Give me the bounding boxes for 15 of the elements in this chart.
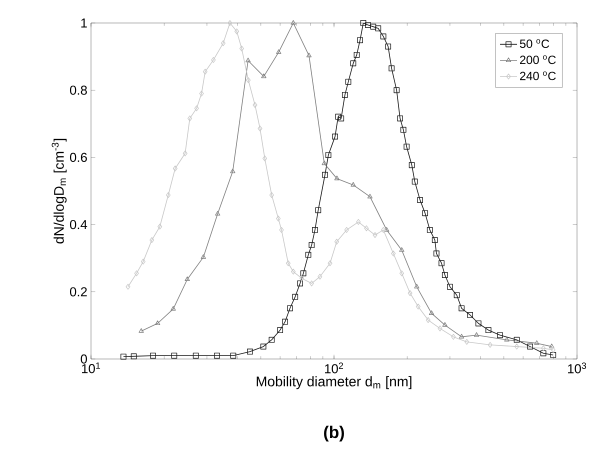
x-axis-title: Mobility diameter d$_{m}$ [nm]: [256, 376, 412, 390]
y-axis-title: dN/dlogD$_{m}$ [cm$^{-3}$]: [52, 138, 67, 244]
y-tick-label: 0.2: [70, 287, 87, 296]
y-tick-label: 0.6: [70, 152, 87, 162]
legend-label: 200 $^{o}$C: [520, 55, 556, 64]
x-tick-label: 10$^{3}$: [568, 362, 586, 374]
x-tick-label: 10$^{1}$: [82, 362, 100, 374]
legend-label: 240 $^{o}$C: [520, 71, 556, 80]
legend-label: 50 $^{o}$C: [520, 39, 550, 48]
text: (b): [324, 426, 344, 442]
y-tick-label: 0: [80, 354, 87, 364]
y-tick-label: 1: [81, 18, 87, 28]
y-tick-label: 0.4: [70, 220, 88, 230]
y-tick-label: 0.8: [70, 86, 87, 95]
x-tick-label: 10$^{2}$: [325, 362, 344, 374]
